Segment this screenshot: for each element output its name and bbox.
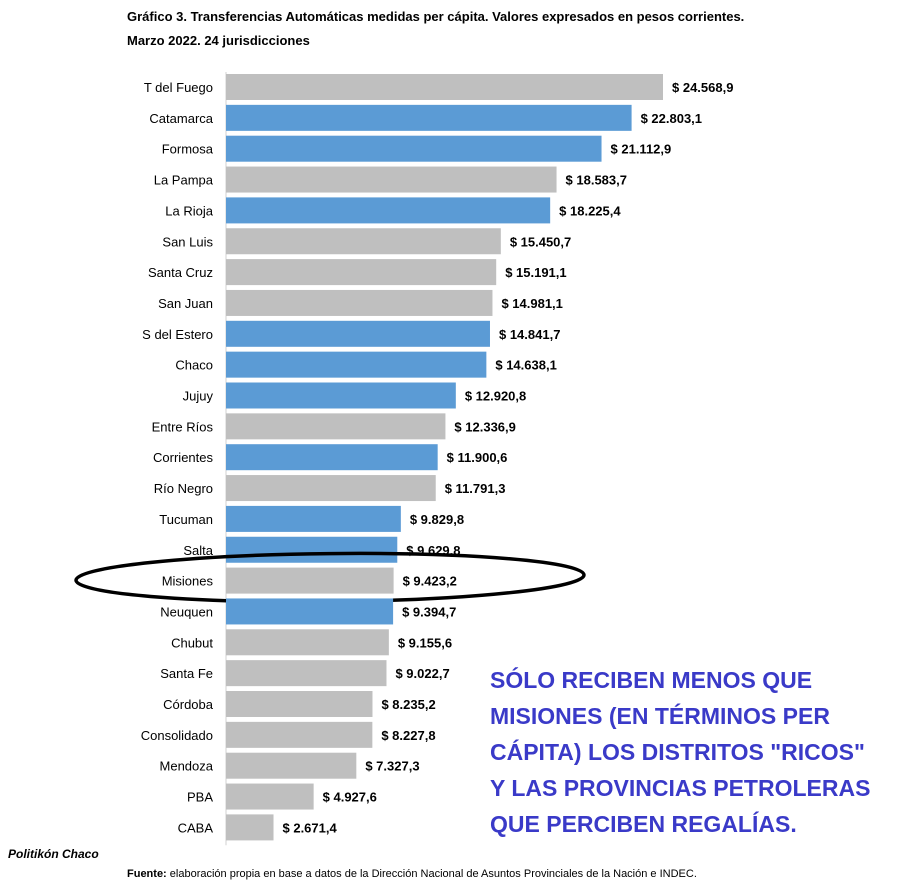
value-label: $ 2.671,4 [283, 820, 338, 835]
value-label: $ 18.225,4 [559, 203, 621, 218]
category-label: Entre Ríos [152, 419, 214, 434]
category-label: PBA [187, 790, 213, 805]
bar [226, 814, 274, 841]
annotation-text: SÓLO RECIBEN MENOS QUE MISIONES (EN TÉRM… [490, 667, 871, 837]
bar [226, 320, 490, 347]
value-label: $ 14.638,1 [495, 358, 556, 373]
value-label: $ 12.920,8 [465, 389, 526, 404]
category-label: La Pampa [154, 173, 214, 188]
bar [226, 444, 438, 471]
value-label: $ 7.327,3 [365, 759, 419, 774]
value-label: $ 11.900,6 [447, 450, 508, 465]
bar [226, 382, 456, 409]
category-label: Jujuy [183, 389, 214, 404]
chart-title-line1: Gráfico 3. Transferencias Automáticas me… [127, 9, 745, 24]
value-label: $ 8.235,2 [381, 697, 435, 712]
value-label: $ 22.803,1 [641, 111, 702, 126]
category-label: T del Fuego [144, 80, 213, 95]
category-label: Córdoba [163, 697, 214, 712]
value-label: $ 14.981,1 [501, 296, 562, 311]
source-text: elaboración propia en base a datos de la… [166, 868, 697, 880]
category-label: S del Estero [142, 327, 213, 342]
value-label: $ 8.227,8 [381, 728, 435, 743]
bar [226, 752, 357, 779]
bar [226, 135, 602, 162]
value-label: $ 15.450,7 [510, 234, 571, 249]
bar [226, 197, 551, 224]
bar [226, 536, 398, 563]
category-label: Neuquen [160, 604, 213, 619]
bar [226, 104, 632, 131]
bar [226, 228, 501, 255]
source-label: Fuente: [127, 868, 167, 880]
value-label: $ 9.423,2 [403, 574, 457, 589]
category-label: CABA [178, 820, 214, 835]
value-label: $ 15.191,1 [505, 265, 566, 280]
category-label: Mendoza [160, 759, 214, 774]
category-label: Consolidado [141, 728, 213, 743]
bar [226, 660, 387, 687]
value-label: $ 9.829,8 [410, 512, 464, 527]
value-label: $ 9.155,6 [398, 635, 452, 650]
category-label: Catamarca [149, 111, 213, 126]
value-label: $ 11.791,3 [445, 481, 506, 496]
value-label: $ 9.394,7 [402, 604, 456, 619]
bar [226, 413, 446, 440]
category-label: Río Negro [154, 481, 213, 496]
bar [226, 74, 663, 100]
bar [226, 505, 401, 532]
value-label: $ 18.583,7 [566, 173, 627, 188]
bar [226, 166, 557, 193]
brand-label: Politikón Chaco [8, 847, 99, 861]
category-label: Formosa [162, 142, 214, 157]
category-label: Misiones [162, 574, 214, 589]
source-note: Fuente: elaboración propia en base a dat… [127, 868, 697, 880]
category-label: Tucuman [159, 512, 213, 527]
bar [226, 259, 497, 286]
value-label: $ 24.568,9 [672, 80, 733, 95]
value-label: $ 21.112,9 [611, 142, 672, 157]
bar [226, 783, 314, 810]
value-label: $ 12.336,9 [454, 419, 515, 434]
category-label: Chubut [171, 635, 213, 650]
value-label: $ 4.927,6 [323, 790, 377, 805]
bar [226, 475, 436, 502]
bar [226, 567, 394, 594]
bar [226, 351, 487, 378]
bar [226, 629, 389, 656]
bar [226, 289, 493, 316]
chart-title-line2: Marzo 2022. 24 jurisdicciones [127, 33, 310, 48]
category-label: Santa Cruz [148, 265, 213, 280]
value-label: $ 14.841,7 [499, 327, 560, 342]
category-label: Santa Fe [160, 666, 213, 681]
bar [226, 721, 373, 748]
bar [226, 598, 394, 625]
category-label: San Juan [158, 296, 213, 311]
category-label: Salta [183, 543, 213, 558]
value-label: $ 9.022,7 [395, 666, 449, 681]
category-label: La Rioja [165, 203, 213, 218]
category-label: Corrientes [153, 450, 213, 465]
category-label: San Luis [162, 234, 213, 249]
category-label: Chaco [175, 358, 213, 373]
bar [226, 691, 373, 717]
